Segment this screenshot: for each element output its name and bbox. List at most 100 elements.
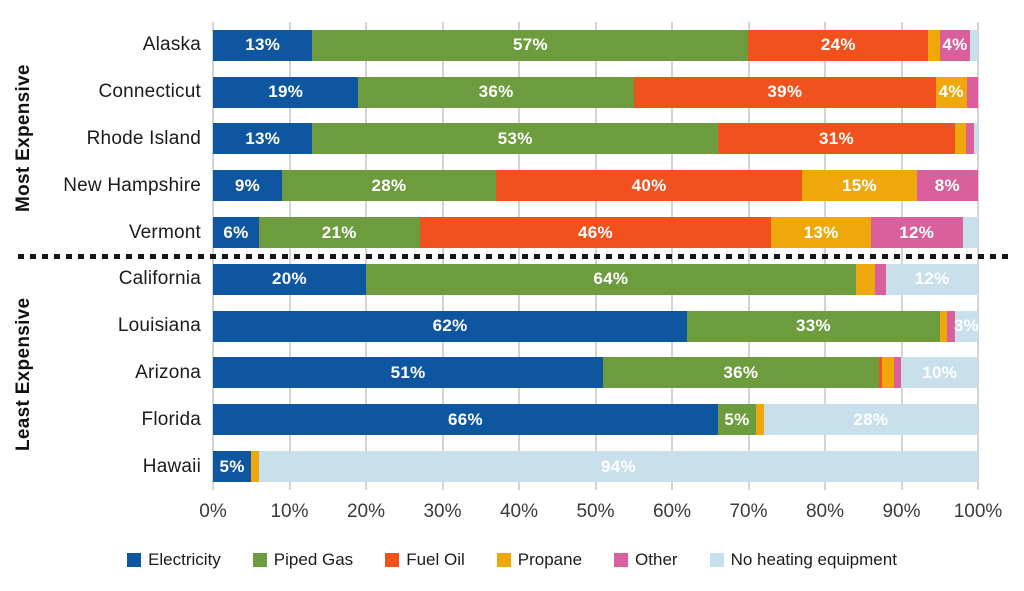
bar-segment-electricity: 6% bbox=[213, 217, 259, 249]
chart-rows: Alaska 13% 57% 24% 4% Connecticut 19% 36% 39% 4% R… bbox=[0, 22, 980, 490]
bar-segment-no-heating-equipment: 28% bbox=[763, 404, 978, 436]
axis-tick-label: 40% bbox=[499, 501, 539, 522]
state-label: Rhode Island bbox=[86, 127, 201, 149]
segment-value-label: 5% bbox=[724, 409, 750, 429]
legend-item: No heating equipment bbox=[709, 550, 897, 570]
state-label: Hawaii bbox=[142, 455, 201, 477]
segment-value-label: 66% bbox=[447, 409, 483, 429]
bar-segment-piped-gas: 64% bbox=[366, 263, 856, 295]
legend-label: Propane bbox=[517, 550, 583, 569]
bar-segment-fuel-oil: 40% bbox=[496, 170, 803, 202]
stacked-bar: 66% 5% 28% bbox=[213, 404, 978, 436]
bar-segment-electricity: 5% bbox=[213, 451, 252, 483]
segment-value-label: 5% bbox=[219, 456, 245, 476]
bar-segment-piped-gas: 5% bbox=[717, 404, 757, 436]
segment-value-label: 4% bbox=[938, 82, 964, 102]
bar-segment-other bbox=[966, 123, 975, 155]
bar-segment-propane bbox=[756, 404, 764, 436]
group-divider-dotted-line bbox=[18, 254, 1012, 259]
bar-segment-electricity: 20% bbox=[213, 263, 366, 295]
chart-row: California 20% 64% 12% bbox=[0, 256, 978, 303]
state-label: Louisiana bbox=[117, 315, 201, 337]
legend-item: Piped Gas bbox=[252, 550, 354, 570]
bar-segment-electricity: 13% bbox=[213, 29, 313, 61]
segment-value-label: 31% bbox=[818, 128, 854, 148]
legend-swatch-icon bbox=[614, 553, 629, 567]
legend-swatch-icon bbox=[127, 553, 142, 567]
bar-segment-no-heating-equipment: 12% bbox=[886, 263, 978, 295]
bar-segment-no-heating-equipment bbox=[962, 217, 978, 249]
bar-segment-no-heating-equipment: 94% bbox=[258, 451, 978, 483]
chart-row: Connecticut 19% 36% 39% 4% bbox=[0, 69, 978, 116]
axis-tick-label: 50% bbox=[576, 501, 615, 522]
segment-value-label: 10% bbox=[922, 362, 958, 382]
x-axis: 0% 10% 20% 30% 40% 50% 60% 70% 80% 90% 100% bbox=[199, 501, 1002, 527]
segment-value-label: 13% bbox=[245, 128, 281, 148]
state-label: Vermont bbox=[128, 221, 201, 243]
bar-segment-fuel-oil bbox=[878, 357, 883, 389]
segment-value-label: 57% bbox=[512, 35, 548, 55]
axis-tick-label: 60% bbox=[652, 501, 692, 522]
axis-tick-label: 70% bbox=[729, 501, 768, 522]
segment-value-label: 39% bbox=[767, 82, 803, 102]
bar-segment-electricity: 62% bbox=[213, 310, 688, 342]
state-label: New Hampshire bbox=[63, 174, 201, 196]
bar-segment-propane bbox=[882, 357, 894, 389]
bar-segment-propane: 15% bbox=[802, 170, 917, 202]
chart-row: Vermont 6% 21% 46% 13% 12% bbox=[0, 209, 978, 256]
segment-value-label: 36% bbox=[723, 362, 759, 382]
stacked-bar: 20% 64% 12% bbox=[213, 263, 978, 295]
bar-segment-piped-gas: 57% bbox=[312, 29, 749, 61]
segment-value-label: 53% bbox=[497, 128, 533, 148]
chart-row: Rhode Island 13% 53% 31% bbox=[0, 116, 978, 163]
segment-value-label: 62% bbox=[432, 316, 468, 336]
legend-label: Fuel Oil bbox=[406, 550, 465, 569]
axis-tick-label: 100% bbox=[953, 501, 1003, 522]
bar-segment-other bbox=[874, 263, 887, 295]
segment-value-label: 8% bbox=[934, 175, 960, 195]
axis-tick-label: 20% bbox=[346, 501, 386, 522]
stacked-bar: 6% 21% 46% 13% 12% bbox=[213, 217, 978, 249]
stacked-bar: 19% 36% 39% 4% bbox=[213, 76, 978, 108]
bar-segment-piped-gas: 21% bbox=[258, 217, 420, 249]
stacked-bar: 9% 28% 40% 15% 8% bbox=[213, 170, 978, 202]
segment-value-label: 94% bbox=[600, 456, 636, 476]
segment-value-label: 3% bbox=[953, 316, 980, 336]
bar-segment-fuel-oil: 46% bbox=[419, 217, 772, 249]
segment-value-label: 64% bbox=[593, 269, 629, 289]
state-label: Alaska bbox=[142, 34, 201, 56]
bar-segment-other: 8% bbox=[916, 170, 978, 202]
bar-segment-fuel-oil: 39% bbox=[633, 76, 936, 108]
bar-segment-no-heating-equipment bbox=[970, 29, 978, 61]
chart-row: Florida 66% 5% 28% bbox=[0, 396, 978, 443]
legend-item: Electricity bbox=[127, 550, 221, 570]
axis-tick-label: 0% bbox=[199, 501, 227, 522]
legend: Electricity Piped Gas Fuel Oil Propane Other… bbox=[0, 548, 1024, 572]
chart-row: Louisiana 62% 33% 3% bbox=[0, 303, 980, 350]
bar-segment-piped-gas: 36% bbox=[603, 357, 879, 389]
stacked-bar: 13% 53% 31% bbox=[213, 123, 978, 155]
segment-value-label: 28% bbox=[853, 409, 889, 429]
bar-segment-propane: 13% bbox=[771, 217, 871, 249]
legend-label: Other bbox=[635, 550, 678, 569]
axis-tick-label: 90% bbox=[882, 501, 921, 522]
bar-segment-propane bbox=[928, 29, 940, 61]
group-label-most-expensive: Most Expensive bbox=[13, 64, 34, 213]
stacked-bar: 62% 33% 3% bbox=[213, 310, 980, 342]
bar-segment-other: 12% bbox=[870, 217, 963, 249]
bar-segment-propane bbox=[955, 123, 967, 155]
bar-segment-propane bbox=[939, 310, 948, 342]
bar-segment-electricity: 51% bbox=[213, 357, 604, 389]
bar-segment-other: 4% bbox=[939, 29, 971, 61]
state-label: Florida bbox=[141, 408, 201, 430]
chart-row: Arizona 51% 36% 10% bbox=[0, 350, 978, 397]
axis-tick-label: 10% bbox=[270, 501, 309, 522]
bar-segment-piped-gas: 28% bbox=[281, 170, 497, 202]
segment-value-label: 13% bbox=[803, 222, 839, 242]
legend-label: Electricity bbox=[148, 550, 221, 569]
axis-tick-label: 80% bbox=[805, 501, 845, 522]
chart-row: Hawaii 5% 94% bbox=[0, 443, 978, 490]
legend-swatch-icon bbox=[709, 553, 724, 567]
legend-label: Piped Gas bbox=[273, 550, 354, 569]
bar-segment-piped-gas: 33% bbox=[687, 310, 940, 342]
